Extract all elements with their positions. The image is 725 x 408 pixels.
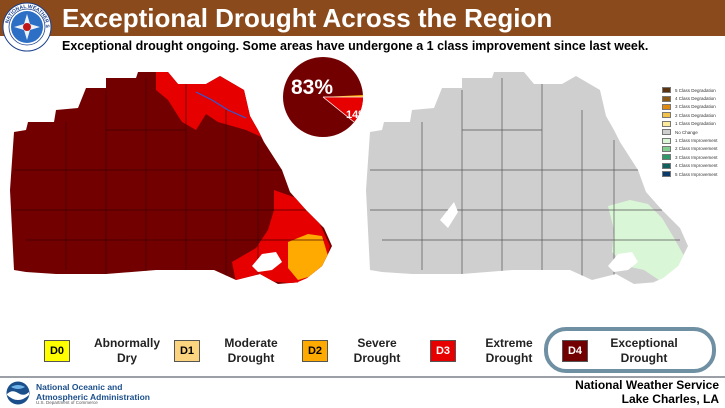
key-d1-swatch: D1 [174,340,200,362]
change-legend-swatch [662,145,671,152]
key-d2-swatch: D2 [302,340,328,362]
change-legend-label: 5 Class Degradation [675,87,716,93]
change-legend-label: 1 Class Improvement [675,138,718,144]
key-d2-label: Severe Drought [342,336,412,366]
pie-slice-extreme [323,97,363,122]
key-d0-label: Abnormally Dry [86,336,168,366]
change-legend-item: 1 Class Improvement [662,136,724,144]
change-legend-swatch [662,103,671,110]
key-d0-swatch: D0 [44,340,70,362]
pie-slice-severe [323,95,363,97]
page-title: Exceptional Drought Across the Region [62,3,553,33]
nws-office: National Weather Service Lake Charles, L… [575,378,719,406]
change-legend-item: 4 Class Degradation [662,94,724,102]
key-d3-line2: Drought [485,351,533,365]
change-legend-label: 2 Class Degradation [675,112,716,118]
key-d1-label: Moderate Drought [216,336,286,366]
pie-label-exceptional: 83% [291,76,334,99]
change-legend-item: No Change [662,128,724,136]
drought-category-map [10,72,332,290]
d4-highlight-ring [544,327,716,373]
key-d4-label: Exceptional Drought [602,336,686,366]
change-legend-item: 3 Class Degradation [662,103,724,111]
change-legend-swatch [662,137,671,144]
key-d3-line1: Extreme [485,336,533,350]
noaa-name: National Oceanic and Atmospheric Adminis… [36,382,150,402]
noaa-name-line1: National Oceanic and [36,382,123,392]
change-legend-item: 5 Class Degradation [662,86,724,94]
key-d2-line2: Drought [353,351,401,365]
change-legend-swatch [662,162,671,169]
key-d0-line2: Dry [116,351,137,365]
drought-pie-chart [283,57,363,137]
title-bar [0,0,725,36]
change-legend-swatch [662,112,671,119]
key-d4-line1: Exceptional [610,336,678,350]
change-legend-swatch [662,87,671,94]
footer-divider [0,376,725,378]
change-legend-swatch [662,154,671,161]
page-subtitle: Exceptional drought ongoing. Some areas … [62,39,649,53]
pie-label-extreme: 14% [346,109,369,121]
noaa-department: U.S. Department of Commerce [36,400,98,405]
key-d3-label: Extreme Drought [474,336,544,366]
change-legend-swatch [662,95,671,102]
change-legend-label: No Change [675,129,698,135]
key-d0-line1: Abnormally [93,336,160,350]
change-legend-label: 2 Class Improvement [675,146,718,152]
drought-change-map [366,72,688,290]
change-legend-label: 4 Class Degradation [675,96,716,102]
noaa-logo [6,381,30,405]
change-legend-label: 1 Class Degradation [675,121,716,127]
key-d1-line2: Drought [227,351,275,365]
change-legend-item: 2 Class Improvement [662,145,724,153]
nws-logo: NATIONAL WEATHER SERVICE [2,2,52,52]
noaa-name-line2: Atmospheric Administration [36,392,150,402]
nws-office-line1: National Weather Service [575,378,719,392]
nws-office-line2: Lake Charles, LA [621,392,719,406]
change-legend-label: 3 Class Improvement [675,154,718,160]
pie-label-severe: 3% [367,99,376,105]
change-legend-label: 5 Class Improvement [675,171,718,177]
key-d4-line2: Drought [620,351,668,365]
key-d4-swatch: D4 [562,340,588,362]
key-d1-line1: Moderate [224,336,278,350]
change-legend-label: 4 Class Improvement [675,163,718,169]
key-d2-line1: Severe [357,336,397,350]
change-legend-item: 5 Class Improvement [662,170,724,178]
change-legend: 5 Class Degradation 4 Class Degradation 3 … [662,86,724,178]
change-legend-swatch [662,120,671,127]
key-d3-swatch: D3 [430,340,456,362]
change-legend-item: 2 Class Degradation [662,111,724,119]
change-legend-item: 3 Class Improvement [662,153,724,161]
change-legend-swatch [662,129,671,136]
change-legend-item: 1 Class Degradation [662,120,724,128]
change-legend-item: 4 Class Improvement [662,162,724,170]
change-legend-label: 3 Class Degradation [675,104,716,110]
change-legend-swatch [662,171,671,178]
